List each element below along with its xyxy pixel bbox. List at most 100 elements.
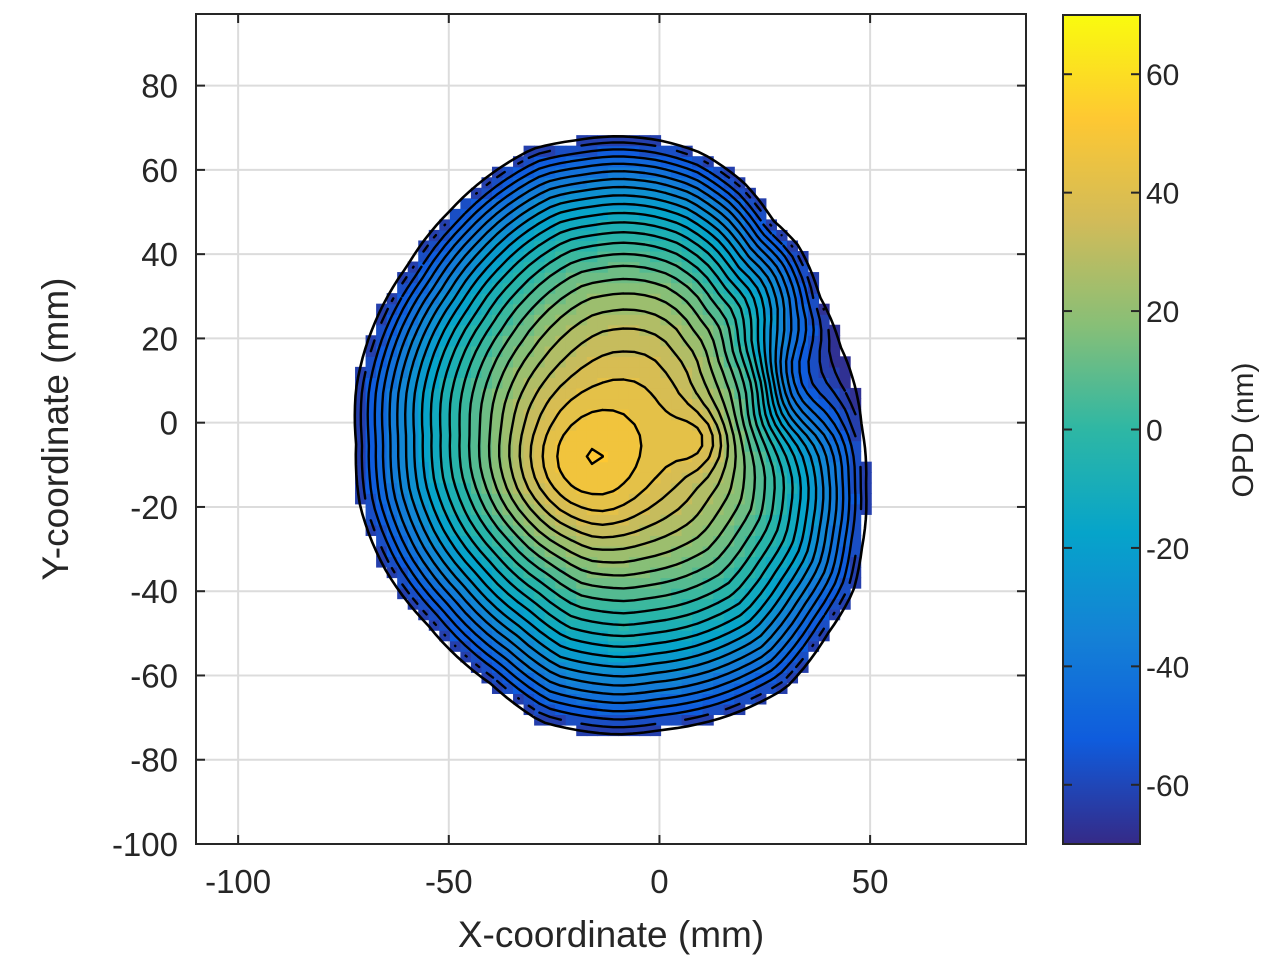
contour-cell [565,588,577,600]
contour-cell [618,387,630,400]
contour-cell [449,387,461,400]
contour-cell [765,472,777,484]
contour-cell [576,682,588,694]
contour-cell [576,430,588,442]
contour-cell [744,609,756,621]
contour-cell [744,366,756,378]
contour-cell [818,556,830,568]
contour-cell [734,682,746,694]
contour-cell [649,335,662,347]
contour-cell [576,619,588,631]
contour-cell [649,419,662,431]
contour-cell [618,577,630,589]
contour-cell [576,672,588,684]
contour-cell [692,577,704,589]
contour-cell [681,408,693,421]
contour-cell [807,451,820,463]
contour-cell [744,293,756,305]
contour-cell [692,661,704,673]
contour-cell [470,419,483,431]
contour-cell [576,293,588,305]
contour-cell [607,398,619,410]
contour-cell [460,198,472,210]
contour-cell [607,566,619,579]
contour-cell [702,503,714,515]
contour-cell [397,345,409,357]
contour-cell [702,556,714,568]
contour-cell [481,451,493,463]
contour-cell [555,430,567,442]
contour-cell [407,461,419,473]
contour-cell [544,324,556,336]
contour-cell [470,472,483,484]
contour-cell [618,282,630,294]
contour-cell [713,577,725,589]
contour-cell [797,514,809,526]
contour-cell [355,493,367,505]
contour-cell [555,408,567,421]
contour-cell [839,524,851,536]
contour-cell [439,387,451,400]
contour-cell [807,630,820,642]
contour-cell [618,177,630,189]
contour-cell [723,366,735,378]
contour-cell [397,324,409,336]
contour-cell [713,282,725,294]
contour-cell [776,250,788,263]
contour-cell [607,430,619,442]
contour-cell [807,430,820,442]
contour-cell [639,198,651,210]
contour-cell [397,377,409,389]
contour-cell [460,219,472,231]
contour-cell [765,451,777,463]
contour-cell [692,156,704,168]
contour-cell [597,345,609,357]
contour-cell [628,672,641,684]
contour-cell [671,366,683,378]
contour-cell [660,272,672,284]
contour-cell [723,314,735,326]
contour-cell [628,609,641,621]
contour-cell [597,156,609,168]
contour-cell [797,577,809,589]
contour-cell [449,314,461,326]
contour-cell [755,208,767,220]
contour-cell [618,240,630,252]
contour-cell [534,556,546,568]
contour-cell [597,545,609,558]
contour-cell [597,219,609,231]
contour-cell [744,661,756,673]
contour-cell [428,451,440,463]
contour-cell [660,651,672,663]
contour-cell [418,356,430,368]
contour-cell [418,609,430,621]
contour-cell [460,451,472,463]
contour-cell [649,703,662,716]
contour-cell [660,503,672,515]
contour-cell [797,366,809,378]
contour-cell [534,630,546,642]
contour-cell [481,387,493,400]
contour-cell [576,208,588,220]
contour-cell [449,503,461,515]
contour-cell [671,619,683,631]
contour-cell [776,640,788,652]
colorbar-label: OPD (nm) [1227,363,1260,498]
contour-cell [555,187,567,199]
contour-cell [681,293,693,305]
contour-cell [681,472,693,484]
contour-cell [649,145,662,157]
contour-cell [491,556,504,568]
contour-cell [671,293,683,305]
contour-cell [639,545,651,558]
contour-cell [428,588,440,600]
contour-cell [428,261,440,273]
contour-cell [671,419,683,431]
contour-cell [818,398,830,410]
contour-cell [765,272,777,284]
contour-cell [534,682,546,694]
contour-cell [513,419,525,431]
contour-cell [786,408,799,421]
contour-cell [829,566,841,579]
contour-cell [839,514,851,526]
